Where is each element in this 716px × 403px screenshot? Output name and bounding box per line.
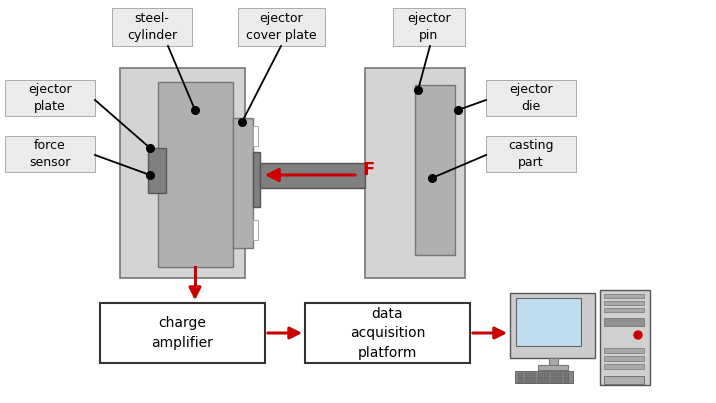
Bar [233,118,253,248]
Bar [238,8,325,46]
Bar [531,380,536,382]
Bar [600,290,650,385]
Bar [518,376,523,379]
Bar [549,358,558,365]
Bar [538,380,543,382]
Text: casting
part: casting part [508,139,553,169]
Bar [305,303,470,363]
Bar [253,126,258,146]
Bar [604,364,644,369]
Text: ejector
cover plate: ejector cover plate [246,12,316,42]
Bar [518,373,523,376]
Bar [604,348,644,353]
Bar [5,80,95,116]
Bar [5,136,95,172]
Text: ejector
plate: ejector plate [28,83,72,113]
Bar [544,376,549,379]
Bar [525,373,530,376]
Text: force
sensor: force sensor [29,139,71,169]
Bar [112,8,192,46]
Text: F: F [362,161,374,179]
Bar [515,371,573,383]
Bar [604,356,644,361]
Bar [563,376,569,379]
Bar [604,376,644,384]
Bar [538,376,543,379]
Bar [551,376,556,379]
Bar [551,373,556,376]
Bar [516,298,581,346]
Text: data
acquisition
platform: data acquisition platform [350,307,425,359]
Text: ejector
die: ejector die [509,83,553,113]
Bar [604,318,644,326]
Bar [415,85,455,255]
Circle shape [634,331,642,339]
Bar [531,373,536,376]
Bar [253,152,260,207]
Bar [525,380,530,382]
Bar [544,380,549,382]
Bar [365,68,465,278]
Bar [557,373,562,376]
Bar [393,8,465,46]
Bar [538,365,568,370]
Bar [260,163,365,188]
Bar [563,380,569,382]
Bar [486,80,576,116]
Bar [525,376,530,379]
Text: ejector
pin: ejector pin [407,12,451,42]
Bar [120,68,245,278]
Bar [604,308,644,312]
Bar [253,220,258,240]
Bar [100,303,265,363]
Text: charge
amplifier: charge amplifier [152,316,213,350]
Bar [604,294,644,298]
Bar [531,376,536,379]
Bar [557,380,562,382]
Bar [563,373,569,376]
Text: steel-
cylinder: steel- cylinder [127,12,177,42]
Bar [557,376,562,379]
Bar [486,136,576,172]
Bar [538,373,543,376]
Bar [148,148,166,193]
Bar [510,293,595,358]
Bar [551,380,556,382]
Bar [544,373,549,376]
Bar [604,301,644,305]
Bar [158,82,233,267]
Bar [518,380,523,382]
